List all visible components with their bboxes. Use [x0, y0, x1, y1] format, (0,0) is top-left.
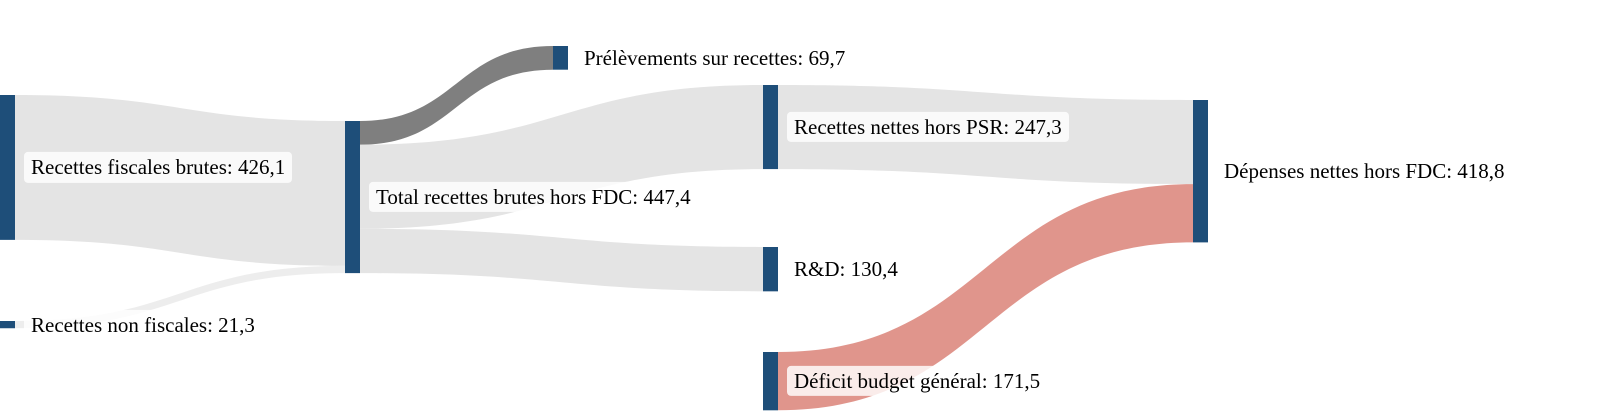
sankey-link-deficit-to-depenses[interactable] [778, 184, 1193, 411]
sankey-node-depenses[interactable] [1193, 100, 1208, 243]
label-prelevements-sur-recettes: Prélèvements sur recettes: 69,7 [577, 42, 853, 73]
sankey-node-recettes-fiscales[interactable] [0, 95, 15, 240]
label-recettes-fiscales-brutes: Recettes fiscales brutes: 426,1 [24, 152, 293, 183]
sankey-node-rd[interactable] [763, 247, 778, 292]
label-depenses-nettes-hors-fdc: Dépenses nettes hors FDC: 418,8 [1217, 156, 1512, 187]
sankey-node-recettes-non-fiscales[interactable] [0, 321, 15, 329]
sankey-link-total-to-psr[interactable] [360, 46, 553, 145]
label-rd: R&D: 130,4 [787, 254, 905, 285]
label-recettes-nettes-hors-psr: Recettes nettes hors PSR: 247,3 [787, 111, 1069, 143]
sankey-link-total-to-rd[interactable] [360, 228, 763, 292]
label-total-recettes-brutes: Total recettes brutes hors FDC: 447,4 [369, 181, 698, 213]
sankey-link-recettes-non-fiscales-to-total[interactable] [15, 265, 345, 329]
sankey-node-nettes-psr[interactable] [763, 85, 778, 170]
label-recettes-non-fiscales: Recettes non fiscales: 21,3 [24, 309, 262, 340]
label-deficit-budget-general: Déficit budget général: 171,5 [787, 366, 1048, 397]
sankey-node-psr[interactable] [553, 46, 568, 70]
sankey-node-total[interactable] [345, 121, 360, 274]
sankey-node-deficit[interactable] [763, 352, 778, 411]
